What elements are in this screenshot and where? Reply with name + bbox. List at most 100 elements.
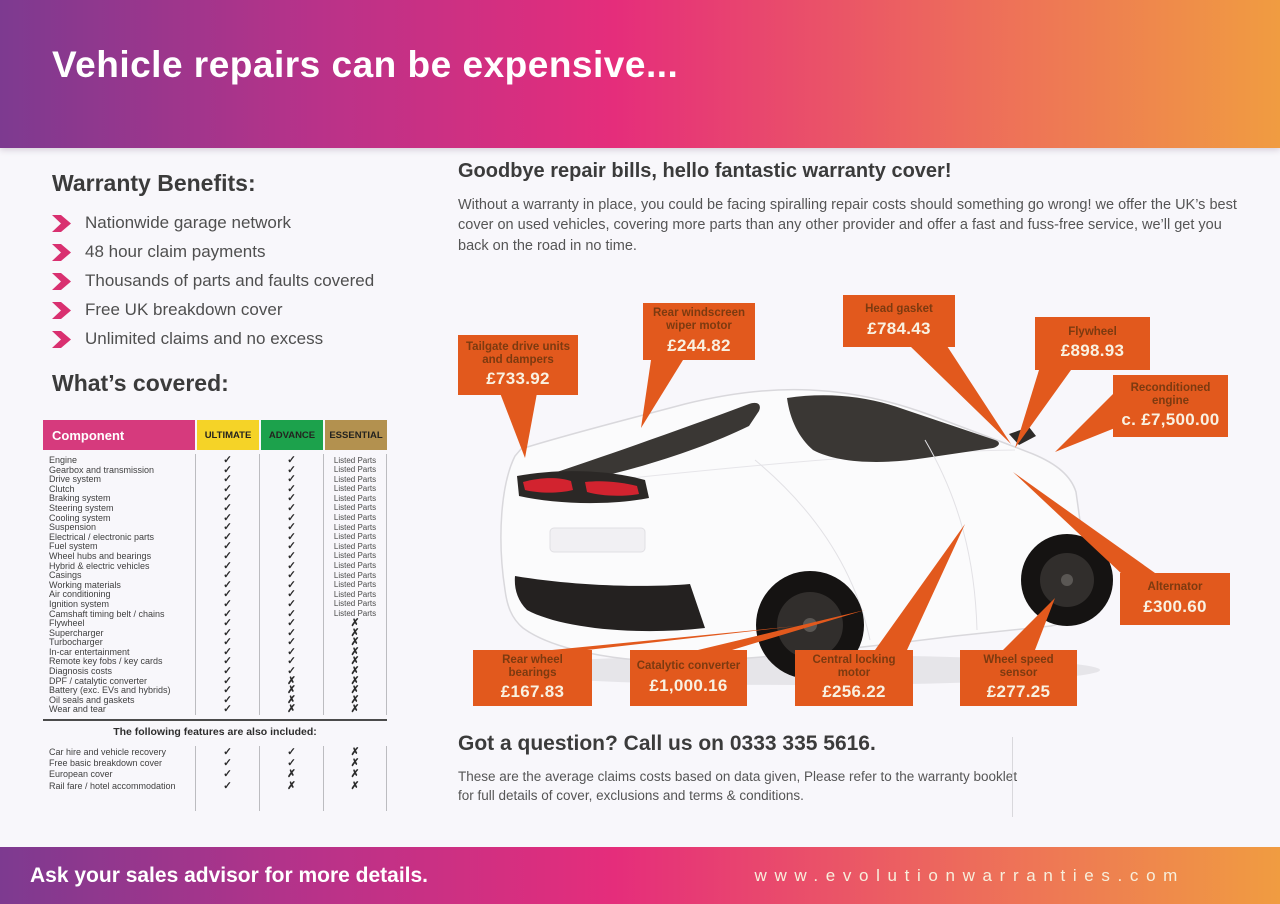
coverage-cell: ✗ (323, 617, 387, 630)
component-cell: Wear and tear (49, 704, 106, 715)
intro-heading: Goodbye repair bills, hello fantastic wa… (458, 160, 952, 182)
contact-heading: Got a question? Call us on 0333 335 5616… (458, 732, 876, 755)
coverage-cell: ✓ (195, 521, 259, 534)
taillight-left (523, 478, 573, 493)
callout-price: £733.92 (486, 369, 550, 389)
callout-title: Catalytic converter (636, 660, 741, 673)
leader-wheel-speed (1003, 598, 1055, 650)
component-cell: Cooling system (49, 512, 111, 523)
benefit-item: 48 hour claim payments (52, 242, 432, 262)
coverage-cell: Listed Parts (323, 511, 387, 524)
coverage-cell: ✓ (195, 655, 259, 668)
extra-features-body: Car hire and vehicle recovery ✓ ✓ ✗ Free bas… (43, 746, 387, 792)
table-row: Drive system ✓ ✓ Listed Parts (43, 473, 387, 486)
coverage-cell: ✗ (323, 655, 387, 668)
coverage-cell: ✓ (259, 626, 323, 639)
leader-engine (1055, 392, 1115, 452)
table-row: Engine ✓ ✓ Listed Parts (43, 454, 387, 466)
benefits-heading: Warranty Benefits: (52, 170, 256, 196)
coverage-cell: ✓ (195, 463, 259, 476)
table-row: Casings ✓ ✓ Listed Parts (43, 569, 387, 582)
table-row: Gearbox and transmission ✓ ✓ Listed Parts (43, 463, 387, 476)
component-cell: Battery (exc. EVs and hybrids) (49, 685, 171, 696)
arrow-bullet-icon (52, 214, 71, 232)
coverage-cell: ✓ (195, 482, 259, 495)
coverage-cell: Listed Parts (323, 492, 387, 505)
callout-title: Central locking motor (812, 653, 896, 679)
component-cell: Remote key fobs / key cards (49, 656, 163, 667)
bottom-banner: Ask your sales advisor for more details.… (0, 847, 1280, 904)
callout-title: Rear wheel bearings (502, 653, 563, 679)
table-row: Clutch ✓ ✓ Listed Parts (43, 482, 387, 495)
coverage-cell: ✗ (323, 757, 387, 770)
coverage-cell: ✓ (195, 684, 259, 697)
coverage-cell: ✓ (259, 757, 323, 770)
extra-features-heading: The following features are also included… (113, 726, 317, 739)
callout-catalytic-converter: Catalytic converter £1,000.16 (630, 650, 747, 706)
table-row: Oil seals and gaskets ✓ ✗ ✗ (43, 693, 387, 706)
footer-advisor-text: Ask your sales advisor for more details. (30, 863, 428, 887)
coverage-cell: ✓ (195, 617, 259, 630)
callout-title: Reconditioned engine (1130, 381, 1211, 407)
coverage-cell: Listed Parts (323, 569, 387, 582)
callout-title: Wheel speed sensor (983, 653, 1054, 679)
coverage-cell: ✓ (259, 463, 323, 476)
coverage-cell: ✓ (195, 492, 259, 505)
table-row: Car hire and vehicle recovery ✓ ✓ ✗ (43, 746, 387, 759)
coverage-cell: ✓ (259, 559, 323, 572)
intro-section: Goodbye repair bills, hello fantastic wa… (458, 160, 1253, 256)
coverage-cell: Listed Parts (323, 588, 387, 601)
callout-price: £1,000.16 (649, 675, 728, 695)
leader-wiper (641, 360, 683, 428)
table-row: In-car entertainment ✓ ✓ ✗ (43, 645, 387, 658)
table-row: Flywheel ✓ ✓ ✗ (43, 617, 387, 630)
coverage-cell: ✓ (259, 549, 323, 562)
benefit-label: Unlimited claims and no excess (85, 329, 324, 348)
coverage-cell: Listed Parts (323, 530, 387, 543)
coverage-cell: ✓ (195, 636, 259, 649)
coverage-cell: Listed Parts (323, 454, 387, 466)
coverage-cell: ✓ (195, 693, 259, 706)
coverage-cell: ✓ (259, 501, 323, 514)
repair-costs-figure: Tailgate drive units and dampers £733.92… (455, 280, 1240, 710)
component-cell: Fuel system (49, 541, 98, 552)
coverage-cell: ✗ (323, 779, 387, 792)
warranty-benefits-section: Warranty Benefits: Nationwide garage net… (52, 170, 432, 358)
coverage-cell: ✓ (259, 588, 323, 601)
component-cell: Braking system (49, 493, 111, 504)
coverage-cell: ✓ (195, 645, 259, 658)
column-header-component: Component (43, 420, 195, 450)
side-window (787, 395, 999, 462)
component-cell: Ignition system (49, 598, 110, 609)
coverage-cell: ✓ (259, 655, 323, 668)
coverage-cell: ✓ (195, 597, 259, 610)
table-row: Fuel system ✓ ✓ Listed Parts (43, 540, 387, 553)
table-row: Remote key fobs / key cards ✓ ✓ ✗ (43, 655, 387, 668)
table-row: Suspension ✓ ✓ Listed Parts (43, 521, 387, 534)
taillight-right (585, 481, 639, 496)
coverage-table: Component ULTIMATE ADVANCE ESSENTIAL Eng… (43, 420, 387, 811)
coverage-cell: ✓ (195, 703, 259, 716)
coverage-cell: ✗ (259, 693, 323, 706)
callout-leaders (500, 346, 1155, 650)
coverage-cell: ✓ (259, 492, 323, 505)
callout-title: Rear windscreen wiper motor (652, 307, 746, 332)
table-row: Free basic breakdown cover ✓ ✓ ✗ (43, 757, 387, 770)
component-cell: Flywheel (49, 618, 85, 629)
coverage-cell: Listed Parts (323, 559, 387, 572)
callout-rear-wheel-bearings: Rear wheel bearings £167.83 (473, 650, 592, 706)
component-cell: Air conditioning (49, 589, 111, 600)
coverage-cell: ✓ (195, 559, 259, 572)
table-row: European cover ✓ ✗ ✗ (43, 768, 387, 781)
callout-flywheel: Flywheel £898.93 (1035, 317, 1150, 370)
component-cell: Oil seals and gaskets (49, 694, 135, 705)
coverage-cell: Listed Parts (323, 501, 387, 514)
callout-rear-windscreen-wiper-motor: Rear windscreen wiper motor £244.82 (643, 303, 755, 360)
door-seam-rear (754, 459, 871, 641)
coverage-cell: Listed Parts (323, 473, 387, 486)
table-spacer-row (43, 790, 387, 811)
arrow-bullet-icon (52, 330, 71, 348)
coverage-cell: ✓ (259, 617, 323, 630)
table-row: Cooling system ✓ ✓ Listed Parts (43, 511, 387, 524)
top-banner: Vehicle repairs can be expensive... (0, 0, 1280, 148)
